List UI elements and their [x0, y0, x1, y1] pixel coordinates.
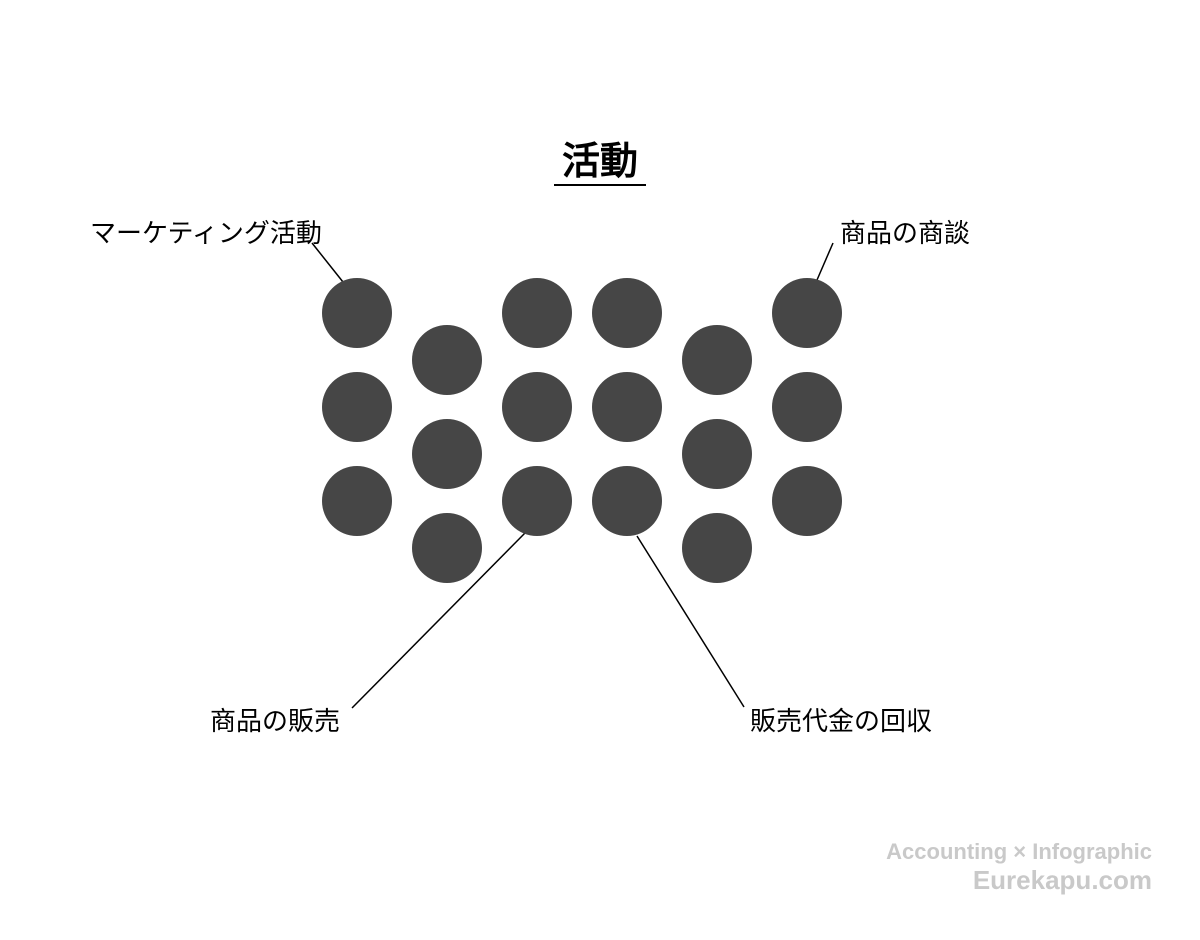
- activity-dot: [412, 325, 482, 395]
- activity-dot: [772, 278, 842, 348]
- diagram-canvas: 活動 Accounting × Infographic Eurekapu.com…: [0, 0, 1200, 940]
- callout-line-negotiation: [817, 243, 833, 280]
- title-underline: [554, 184, 646, 186]
- diagram-title: 活動: [562, 130, 638, 185]
- activity-dot: [592, 278, 662, 348]
- footer-line2: Eurekapu.com: [886, 865, 1152, 896]
- activity-dot: [772, 466, 842, 536]
- activity-dot: [502, 466, 572, 536]
- activity-dot: [502, 372, 572, 442]
- activity-dot: [592, 466, 662, 536]
- callout-label-marketing: マーケティング活動: [90, 213, 322, 250]
- callout-label-collection: 販売代金の回収: [750, 701, 932, 738]
- activity-dot: [772, 372, 842, 442]
- activity-dot: [322, 278, 392, 348]
- footer-line1: Accounting × Infographic: [886, 839, 1152, 865]
- activity-dot: [502, 278, 572, 348]
- callout-label-sales: 商品の販売: [210, 701, 340, 738]
- activity-dot: [412, 419, 482, 489]
- footer-credit: Accounting × Infographic Eurekapu.com: [886, 839, 1152, 896]
- activity-dot: [322, 466, 392, 536]
- activity-dot: [412, 513, 482, 583]
- activity-dot: [682, 513, 752, 583]
- activity-dot: [682, 419, 752, 489]
- activity-dot: [592, 372, 662, 442]
- activity-dot: [322, 372, 392, 442]
- activity-dot: [682, 325, 752, 395]
- callout-label-negotiation: 商品の商談: [840, 213, 970, 250]
